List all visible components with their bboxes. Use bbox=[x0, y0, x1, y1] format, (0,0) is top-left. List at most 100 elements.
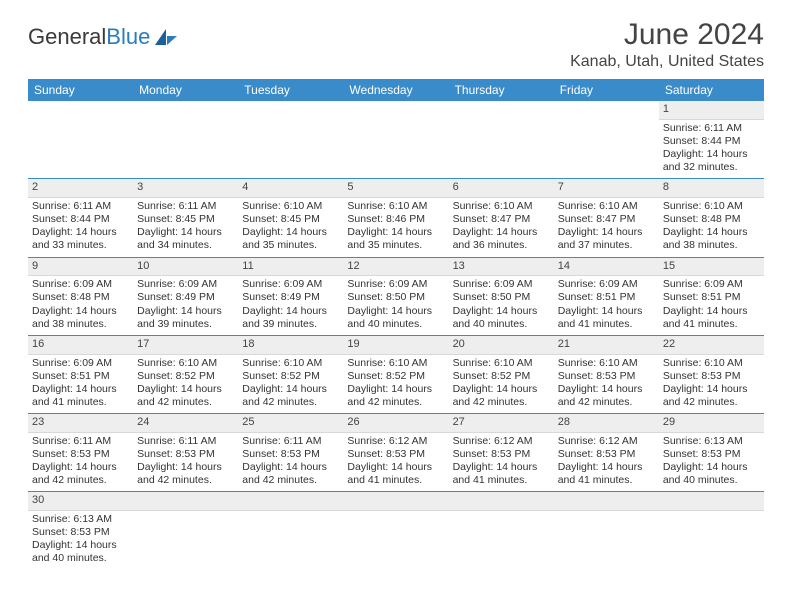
daylight-text: Daylight: 14 hours and 41 minutes. bbox=[347, 461, 444, 487]
dow-cell: Wednesday bbox=[343, 79, 448, 101]
sunset-text: Sunset: 8:47 PM bbox=[558, 213, 655, 226]
daylight-text: Daylight: 14 hours and 41 minutes. bbox=[558, 461, 655, 487]
day-body: Sunrise: 6:10 AMSunset: 8:48 PMDaylight:… bbox=[659, 198, 764, 257]
daylight-text: Daylight: 14 hours and 41 minutes. bbox=[453, 461, 550, 487]
header: GeneralBlue June 2024 Kanab, Utah, Unite… bbox=[28, 18, 764, 71]
daynum-bar: 19 bbox=[343, 336, 448, 355]
day-cell: 4Sunrise: 6:10 AMSunset: 8:45 PMDaylight… bbox=[238, 179, 343, 257]
day-body: Sunrise: 6:11 AMSunset: 8:53 PMDaylight:… bbox=[28, 433, 133, 492]
week-row: 2Sunrise: 6:11 AMSunset: 8:44 PMDaylight… bbox=[28, 179, 764, 257]
empty-cell bbox=[238, 492, 343, 569]
empty-cell bbox=[659, 492, 764, 569]
daynum-bar: 7 bbox=[554, 179, 659, 198]
daylight-text: Daylight: 14 hours and 36 minutes. bbox=[453, 226, 550, 252]
sunrise-text: Sunrise: 6:11 AM bbox=[137, 200, 234, 213]
daynum-bar: 27 bbox=[449, 414, 554, 433]
day-body: Sunrise: 6:09 AMSunset: 8:51 PMDaylight:… bbox=[554, 276, 659, 335]
empty-cell bbox=[238, 101, 343, 179]
sunset-text: Sunset: 8:51 PM bbox=[32, 370, 129, 383]
location: Kanab, Utah, United States bbox=[570, 53, 764, 71]
daylight-text: Daylight: 14 hours and 41 minutes. bbox=[663, 305, 760, 331]
dow-row: SundayMondayTuesdayWednesdayThursdayFrid… bbox=[28, 79, 764, 101]
daynum-bar bbox=[659, 492, 764, 511]
daynum-bar: 9 bbox=[28, 258, 133, 277]
daynum-bar: 23 bbox=[28, 414, 133, 433]
daylight-text: Daylight: 14 hours and 38 minutes. bbox=[32, 305, 129, 331]
sunset-text: Sunset: 8:53 PM bbox=[663, 448, 760, 461]
sunset-text: Sunset: 8:50 PM bbox=[453, 291, 550, 304]
day-cell: 12Sunrise: 6:09 AMSunset: 8:50 PMDayligh… bbox=[343, 258, 448, 336]
empty-cell bbox=[554, 101, 659, 179]
daynum-bar: 18 bbox=[238, 336, 343, 355]
daynum-bar: 11 bbox=[238, 258, 343, 277]
sunrise-text: Sunrise: 6:10 AM bbox=[347, 357, 444, 370]
sunrise-text: Sunrise: 6:09 AM bbox=[137, 278, 234, 291]
daynum-bar: 6 bbox=[449, 179, 554, 198]
daylight-text: Daylight: 14 hours and 40 minutes. bbox=[453, 305, 550, 331]
day-body: Sunrise: 6:10 AMSunset: 8:53 PMDaylight:… bbox=[659, 355, 764, 414]
day-body: Sunrise: 6:11 AMSunset: 8:44 PMDaylight:… bbox=[28, 198, 133, 257]
sunset-text: Sunset: 8:52 PM bbox=[137, 370, 234, 383]
day-cell: 30Sunrise: 6:13 AMSunset: 8:53 PMDayligh… bbox=[28, 492, 133, 569]
day-cell: 7 Sunrise: 6:10 AMSunset: 8:47 PMDaylight… bbox=[554, 179, 659, 257]
brand-part2: Blue bbox=[106, 24, 150, 50]
month-title: June 2024 bbox=[570, 18, 764, 51]
week-row: 30Sunrise: 6:13 AMSunset: 8:53 PMDayligh… bbox=[28, 492, 764, 569]
daynum-bar: 5 bbox=[343, 179, 448, 198]
dow-cell: Monday bbox=[133, 79, 238, 101]
daynum-bar: 12 bbox=[343, 258, 448, 277]
day-cell: 22Sunrise: 6:10 AMSunset: 8:53 PMDayligh… bbox=[659, 336, 764, 414]
daylight-text: Daylight: 14 hours and 42 minutes. bbox=[137, 383, 234, 409]
daynum-bar: 14 bbox=[554, 258, 659, 277]
daynum-bar: 28 bbox=[554, 414, 659, 433]
sunset-text: Sunset: 8:44 PM bbox=[32, 213, 129, 226]
daynum-bar: 4 bbox=[238, 179, 343, 198]
daynum-bar: 24 bbox=[133, 414, 238, 433]
day-cell: 11Sunrise: 6:09 AMSunset: 8:49 PMDayligh… bbox=[238, 258, 343, 336]
day-cell: 25Sunrise: 6:11 AMSunset: 8:53 PMDayligh… bbox=[238, 414, 343, 492]
sunrise-text: Sunrise: 6:09 AM bbox=[242, 278, 339, 291]
brand-logo: GeneralBlue bbox=[28, 18, 179, 50]
daylight-text: Daylight: 14 hours and 42 minutes. bbox=[453, 383, 550, 409]
daynum-bar bbox=[133, 492, 238, 511]
calendar: SundayMondayTuesdayWednesdayThursdayFrid… bbox=[28, 79, 764, 570]
daynum-bar: 16 bbox=[28, 336, 133, 355]
sunrise-text: Sunrise: 6:12 AM bbox=[347, 435, 444, 448]
sunrise-text: Sunrise: 6:09 AM bbox=[453, 278, 550, 291]
daylight-text: Daylight: 14 hours and 37 minutes. bbox=[558, 226, 655, 252]
sunrise-text: Sunrise: 6:12 AM bbox=[453, 435, 550, 448]
brand-part1: General bbox=[28, 24, 106, 50]
sunrise-text: Sunrise: 6:09 AM bbox=[663, 278, 760, 291]
day-body: Sunrise: 6:10 AMSunset: 8:52 PMDaylight:… bbox=[133, 355, 238, 414]
daylight-text: Daylight: 14 hours and 38 minutes. bbox=[663, 226, 760, 252]
sunset-text: Sunset: 8:49 PM bbox=[242, 291, 339, 304]
day-cell: 2Sunrise: 6:11 AMSunset: 8:44 PMDaylight… bbox=[28, 179, 133, 257]
sunset-text: Sunset: 8:44 PM bbox=[663, 135, 760, 148]
daynum-bar: 22 bbox=[659, 336, 764, 355]
day-cell: 14Sunrise: 6:09 AMSunset: 8:51 PMDayligh… bbox=[554, 258, 659, 336]
day-body: Sunrise: 6:10 AMSunset: 8:52 PMDaylight:… bbox=[238, 355, 343, 414]
daynum-bar: 17 bbox=[133, 336, 238, 355]
day-body: Sunrise: 6:10 AMSunset: 8:47 PMDaylight:… bbox=[449, 198, 554, 257]
week-row: 1Sunrise: 6:11 AMSunset: 8:44 PMDaylight… bbox=[28, 101, 764, 179]
day-body: Sunrise: 6:09 AMSunset: 8:49 PMDaylight:… bbox=[238, 276, 343, 335]
sunrise-text: Sunrise: 6:09 AM bbox=[347, 278, 444, 291]
daynum-bar: 2 bbox=[28, 179, 133, 198]
daynum-bar: 30 bbox=[28, 492, 133, 511]
day-cell: 6Sunrise: 6:10 AMSunset: 8:47 PMDaylight… bbox=[449, 179, 554, 257]
day-body: Sunrise: 6:13 AMSunset: 8:53 PMDaylight:… bbox=[28, 511, 133, 570]
sunrise-text: Sunrise: 6:10 AM bbox=[558, 200, 655, 213]
day-cell: 26Sunrise: 6:12 AMSunset: 8:53 PMDayligh… bbox=[343, 414, 448, 492]
dow-cell: Friday bbox=[554, 79, 659, 101]
daylight-text: Daylight: 14 hours and 41 minutes. bbox=[32, 383, 129, 409]
empty-cell bbox=[343, 101, 448, 179]
day-cell: 15Sunrise: 6:09 AMSunset: 8:51 PMDayligh… bbox=[659, 258, 764, 336]
daynum-bar: 29 bbox=[659, 414, 764, 433]
daynum-bar: 26 bbox=[343, 414, 448, 433]
daynum-bar: 13 bbox=[449, 258, 554, 277]
daylight-text: Daylight: 14 hours and 42 minutes. bbox=[242, 461, 339, 487]
day-body: Sunrise: 6:10 AMSunset: 8:46 PMDaylight:… bbox=[343, 198, 448, 257]
day-cell: 16Sunrise: 6:09 AMSunset: 8:51 PMDayligh… bbox=[28, 336, 133, 414]
sunrise-text: Sunrise: 6:11 AM bbox=[137, 435, 234, 448]
daylight-text: Daylight: 14 hours and 40 minutes. bbox=[32, 539, 129, 565]
